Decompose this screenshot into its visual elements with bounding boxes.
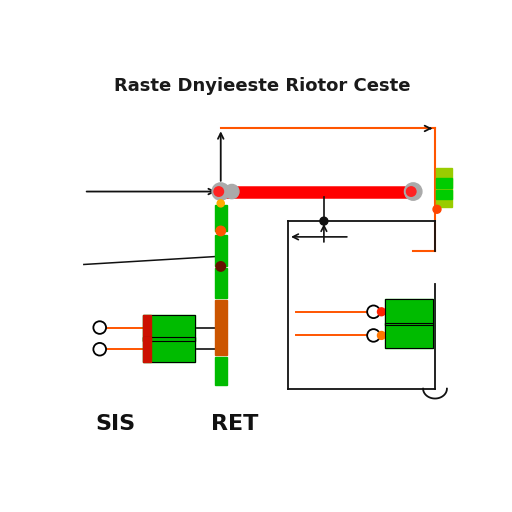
Circle shape bbox=[214, 187, 224, 196]
Bar bbox=[215, 357, 227, 385]
Circle shape bbox=[404, 183, 422, 200]
Bar bbox=[386, 323, 433, 349]
Bar bbox=[143, 336, 195, 362]
Circle shape bbox=[377, 308, 386, 316]
Circle shape bbox=[225, 184, 239, 199]
Circle shape bbox=[93, 343, 106, 355]
Circle shape bbox=[433, 205, 441, 213]
Bar bbox=[143, 336, 151, 362]
Circle shape bbox=[367, 329, 380, 342]
Text: Raste Dnyieeste Riotor Ceste: Raste Dnyieeste Riotor Ceste bbox=[114, 77, 411, 95]
Circle shape bbox=[212, 183, 229, 200]
Bar bbox=[386, 299, 433, 325]
Text: SIS: SIS bbox=[96, 414, 136, 434]
Circle shape bbox=[216, 226, 225, 236]
Circle shape bbox=[407, 187, 416, 196]
Bar bbox=[436, 189, 452, 199]
Circle shape bbox=[216, 262, 225, 271]
Circle shape bbox=[93, 321, 106, 334]
Bar bbox=[436, 178, 452, 187]
Bar bbox=[386, 323, 433, 349]
Bar bbox=[436, 168, 452, 207]
Bar bbox=[215, 268, 227, 298]
Bar bbox=[143, 336, 195, 362]
Circle shape bbox=[217, 200, 224, 207]
Text: RET: RET bbox=[211, 414, 259, 434]
Bar bbox=[386, 299, 433, 325]
Bar bbox=[143, 315, 195, 340]
Circle shape bbox=[320, 217, 328, 225]
Bar bbox=[215, 300, 227, 355]
Bar bbox=[143, 315, 195, 340]
Bar bbox=[143, 315, 151, 340]
Circle shape bbox=[367, 306, 380, 318]
Bar bbox=[215, 205, 227, 231]
Circle shape bbox=[377, 331, 386, 339]
Bar bbox=[215, 235, 227, 266]
